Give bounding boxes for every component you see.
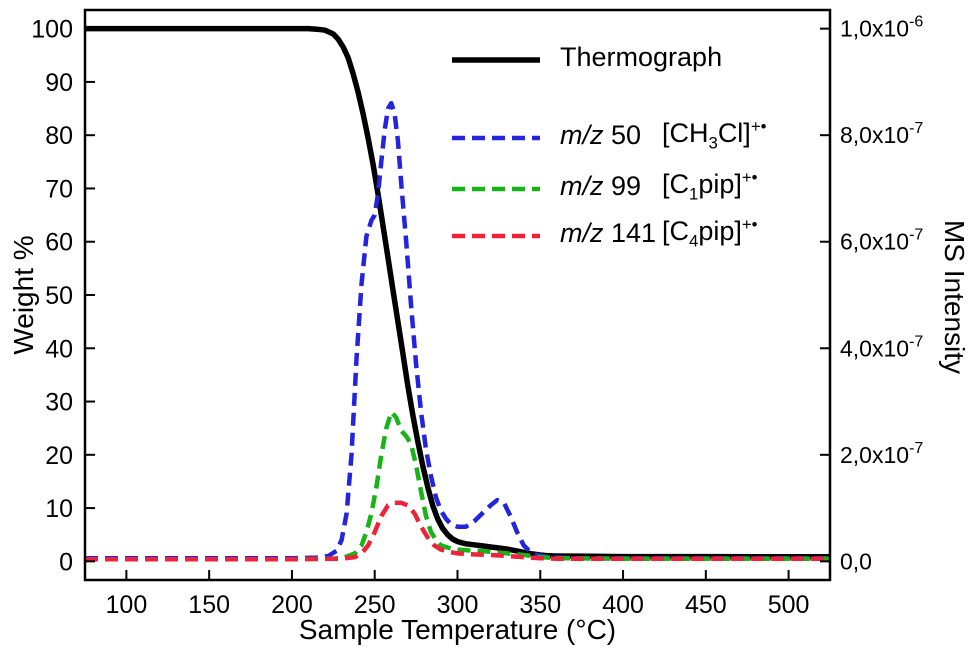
x-tick-label: 100	[106, 591, 148, 619]
legend-line-sample	[452, 218, 540, 249]
right-y-tick-label: 2,0x10-7	[840, 440, 923, 468]
legend-entry: m/z 99 [C1pip]+•	[452, 167, 852, 204]
right-y-tick-label: 4,0x10-7	[840, 333, 923, 361]
x-tick-label: 150	[188, 591, 230, 619]
legend-line-sample	[452, 171, 540, 202]
left-y-tick-label: 60	[45, 229, 73, 257]
left-y-tick-label: 100	[31, 16, 73, 44]
series-m-z-99	[85, 409, 830, 562]
x-axis-title: Sample Temperature (°C)	[298, 614, 617, 645]
x-tick-label: 450	[685, 591, 727, 619]
right-y-axis-title: MS Intensity	[939, 219, 970, 375]
legend-label: m/z 141	[560, 217, 657, 248]
legend-line-sample	[452, 120, 540, 151]
x-tick-label: 350	[519, 591, 561, 619]
left-y-tick-label: 10	[45, 495, 73, 523]
legend-entry: Thermograph	[452, 40, 852, 74]
left-y-tick-label: 50	[45, 282, 73, 310]
left-y-axis-title: Weight %	[8, 235, 39, 355]
x-tick-label: 200	[271, 591, 313, 619]
left-y-tick-label: 0	[59, 548, 73, 576]
legend-formula: [C4pip]+•	[662, 214, 758, 251]
series-m-z-50	[85, 100, 830, 561]
series-thermograph	[85, 25, 830, 560]
legend-label: Thermograph	[560, 41, 723, 72]
legend-label: m/z 50	[560, 119, 642, 150]
left-y-tick-label: 70	[45, 175, 73, 203]
x-tick-label: 500	[768, 591, 810, 619]
left-y-tick-label: 90	[45, 69, 73, 97]
left-y-tick-label: 80	[45, 122, 73, 150]
legend-formula: [C1pip]+•	[662, 167, 758, 204]
legend: Thermograph m/z 50 [CH3Cl]+• m/z 99 [C1pip]+…	[452, 40, 852, 250]
legend-label: m/z 99	[560, 170, 642, 201]
legend-line-sample	[452, 42, 540, 73]
legend-formula: [CH3Cl]+•	[662, 116, 767, 153]
left-y-tick-label: 20	[45, 442, 73, 470]
right-y-tick-label: 6,0x10-7	[840, 227, 923, 255]
x-tick-label: 400	[602, 591, 644, 619]
left-y-tick-label: 40	[45, 335, 73, 363]
right-y-tick-label: 1,0x10-6	[840, 14, 923, 42]
x-tick-label: 250	[354, 591, 396, 619]
legend-entry: m/z 141 [C4pip]+•	[452, 214, 852, 251]
legend-entry: m/z 50 [CH3Cl]+•	[452, 116, 852, 153]
x-tick-label: 300	[437, 591, 479, 619]
right-y-tick-label: 8,0x10-7	[840, 120, 923, 148]
left-y-tick-label: 30	[45, 389, 73, 417]
right-y-tick-label: 0,0	[840, 548, 872, 574]
